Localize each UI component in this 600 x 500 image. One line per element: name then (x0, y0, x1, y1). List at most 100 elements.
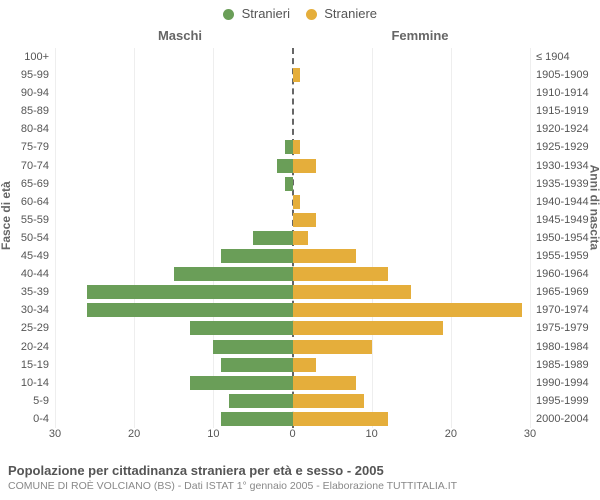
birth-year-label: ≤ 1904 (530, 48, 600, 66)
bar-female (293, 303, 523, 317)
bar-male (277, 159, 293, 173)
age-row: 85-891915-1919 (55, 102, 530, 120)
age-label: 20-24 (0, 338, 55, 356)
age-row: 95-991905-1909 (55, 66, 530, 84)
age-label: 75-79 (0, 138, 55, 156)
x-tick-label: 30 (49, 428, 61, 440)
age-label: 55-59 (0, 211, 55, 229)
age-row: 90-941910-1914 (55, 84, 530, 102)
bar-female (293, 68, 301, 82)
bar-male (213, 340, 292, 354)
birth-year-label: 1980-1984 (530, 338, 600, 356)
age-label: 65-69 (0, 175, 55, 193)
birth-year-label: 1925-1929 (530, 138, 600, 156)
age-row: 60-641940-1944 (55, 193, 530, 211)
x-tick-label: 30 (524, 428, 536, 440)
bar-male (87, 303, 293, 317)
age-label: 60-64 (0, 193, 55, 211)
age-label: 70-74 (0, 157, 55, 175)
birth-year-label: 1940-1944 (530, 193, 600, 211)
birth-year-label: 1975-1979 (530, 319, 600, 337)
bar-male (174, 267, 293, 281)
caption-subtitle: COMUNE DI ROÈ VOLCIANO (BS) - Dati ISTAT… (8, 480, 592, 492)
bar-male (229, 394, 292, 408)
bar-female (293, 412, 388, 426)
legend-swatch-male (223, 9, 234, 20)
bar-female (293, 249, 356, 263)
caption-title: Popolazione per cittadinanza straniera p… (8, 463, 592, 478)
x-tick-label: 10 (207, 428, 219, 440)
age-row: 100+≤ 1904 (55, 48, 530, 66)
age-row: 5-91995-1999 (55, 392, 530, 410)
bar-female (293, 340, 372, 354)
birth-year-label: 1955-1959 (530, 247, 600, 265)
age-label: 95-99 (0, 66, 55, 84)
bar-female (293, 140, 301, 154)
bar-female (293, 231, 309, 245)
birth-year-label: 1930-1934 (530, 157, 600, 175)
legend-swatch-female (306, 9, 317, 20)
age-label: 90-94 (0, 84, 55, 102)
x-tick-label: 20 (128, 428, 140, 440)
birth-year-label: 1945-1949 (530, 211, 600, 229)
birth-year-label: 1910-1914 (530, 84, 600, 102)
bar-female (293, 159, 317, 173)
age-label: 25-29 (0, 319, 55, 337)
population-pyramid-chart: Stranieri Straniere Maschi Femmine Fasce… (0, 0, 600, 500)
bar-female (293, 285, 412, 299)
bar-male (285, 177, 293, 191)
legend-label-female: Straniere (324, 6, 377, 21)
age-row: 65-691935-1939 (55, 175, 530, 193)
age-row: 25-291975-1979 (55, 319, 530, 337)
age-row: 45-491955-1959 (55, 247, 530, 265)
bar-male (221, 412, 292, 426)
birth-year-label: 1915-1919 (530, 102, 600, 120)
age-row: 40-441960-1964 (55, 265, 530, 283)
birth-year-label: 1985-1989 (530, 356, 600, 374)
plot-area: 100+≤ 190495-991905-190990-941910-191485… (55, 48, 530, 428)
birth-year-label: 2000-2004 (530, 410, 600, 428)
column-header-male: Maschi (80, 28, 280, 43)
age-row: 20-241980-1984 (55, 338, 530, 356)
birth-year-label: 1935-1939 (530, 175, 600, 193)
birth-year-label: 1960-1964 (530, 265, 600, 283)
birth-year-label: 1950-1954 (530, 229, 600, 247)
birth-year-label: 1920-1924 (530, 120, 600, 138)
birth-year-label: 1995-1999 (530, 392, 600, 410)
age-label: 45-49 (0, 247, 55, 265)
bar-male (87, 285, 293, 299)
age-label: 85-89 (0, 102, 55, 120)
age-label: 5-9 (0, 392, 55, 410)
age-row: 0-42000-2004 (55, 410, 530, 428)
age-row: 50-541950-1954 (55, 229, 530, 247)
age-row: 70-741930-1934 (55, 157, 530, 175)
x-tick-label: 0 (289, 428, 295, 440)
bar-male (221, 358, 292, 372)
bar-male (285, 140, 293, 154)
age-row: 80-841920-1924 (55, 120, 530, 138)
age-label: 30-34 (0, 301, 55, 319)
bar-female (293, 213, 317, 227)
bar-female (293, 195, 301, 209)
age-row: 55-591945-1949 (55, 211, 530, 229)
chart-caption: Popolazione per cittadinanza straniera p… (8, 463, 592, 492)
birth-year-label: 1905-1909 (530, 66, 600, 84)
bar-male (253, 231, 293, 245)
age-label: 80-84 (0, 120, 55, 138)
legend: Stranieri Straniere (0, 6, 600, 21)
age-row: 30-341970-1974 (55, 301, 530, 319)
bar-male (190, 376, 293, 390)
age-label: 15-19 (0, 356, 55, 374)
age-label: 0-4 (0, 410, 55, 428)
bar-female (293, 376, 356, 390)
legend-item-male: Stranieri (223, 6, 290, 21)
x-tick-label: 20 (445, 428, 457, 440)
x-axis: 3020100102030 (55, 428, 530, 448)
bar-female (293, 394, 364, 408)
bar-female (293, 358, 317, 372)
birth-year-label: 1970-1974 (530, 301, 600, 319)
legend-item-female: Straniere (306, 6, 377, 21)
age-row: 35-391965-1969 (55, 283, 530, 301)
age-label: 10-14 (0, 374, 55, 392)
age-label: 40-44 (0, 265, 55, 283)
